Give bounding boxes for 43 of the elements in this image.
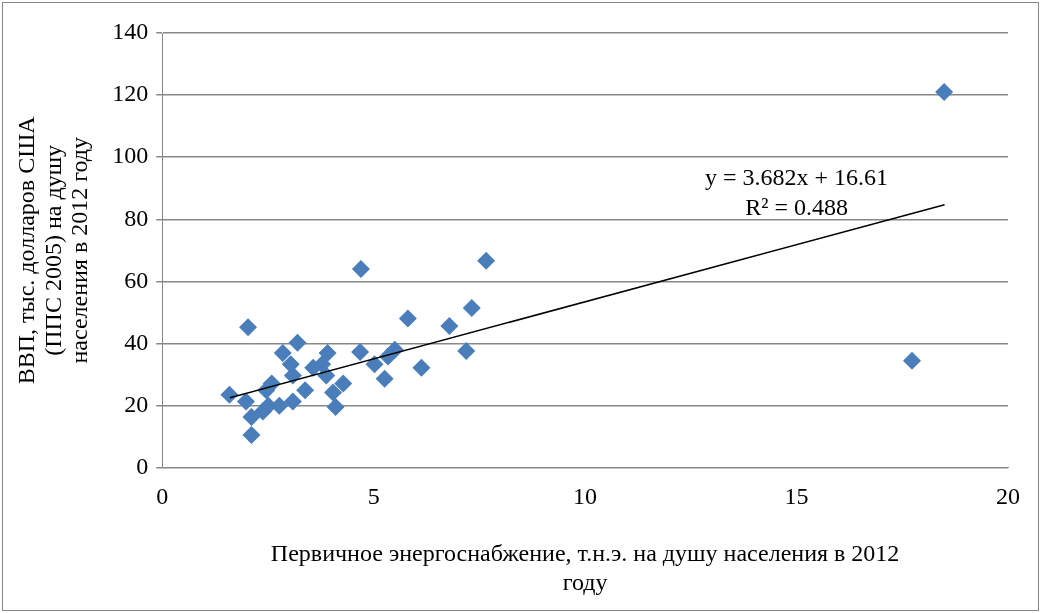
point [296,381,315,400]
y-tick-label: 0 [136,452,149,479]
point [283,366,302,385]
point [440,317,459,336]
x-axis-title: Первичное энергоснабжение, т.н.э. на душу населения в 2012 году [270,540,900,595]
point [324,383,343,402]
point [935,82,954,101]
point [236,392,255,411]
annotation: y = 3.682x + 16.61 [705,164,889,191]
y-tick-label: 60 [124,266,149,293]
y-tick-label: 120 [112,80,149,107]
annotation: R² = 0.488 [745,194,848,221]
point [903,351,921,370]
y-tick-label: 80 [124,204,149,231]
point [412,358,431,377]
point [242,408,261,426]
point [462,299,481,318]
y-tick-label: 20 [124,390,149,417]
point [273,344,292,363]
point [365,355,384,374]
y-axis-title: ВВП, тыс. долларов США (ППС 2005) на душу населения в 2012 году [13,115,93,385]
point [318,344,337,363]
x-tick-label: 20 [996,483,1020,510]
point [288,333,307,352]
point [398,309,417,328]
y-tick-label: 140 [112,18,149,45]
point [351,343,370,362]
x-tick-label: 10 [573,483,598,510]
point [220,385,239,404]
point [326,398,345,417]
point [477,251,496,270]
point [242,426,261,445]
y-tick-label: 40 [124,328,149,355]
point [457,341,476,360]
point [334,374,353,393]
x-tick-label: 15 [784,483,809,510]
point [351,259,370,278]
x-tick-label: 5 [367,483,380,510]
point [283,392,302,411]
point [239,318,258,337]
x-tick-label: 0 [156,483,169,510]
y-tick-label: 100 [112,142,149,169]
point [375,369,394,388]
